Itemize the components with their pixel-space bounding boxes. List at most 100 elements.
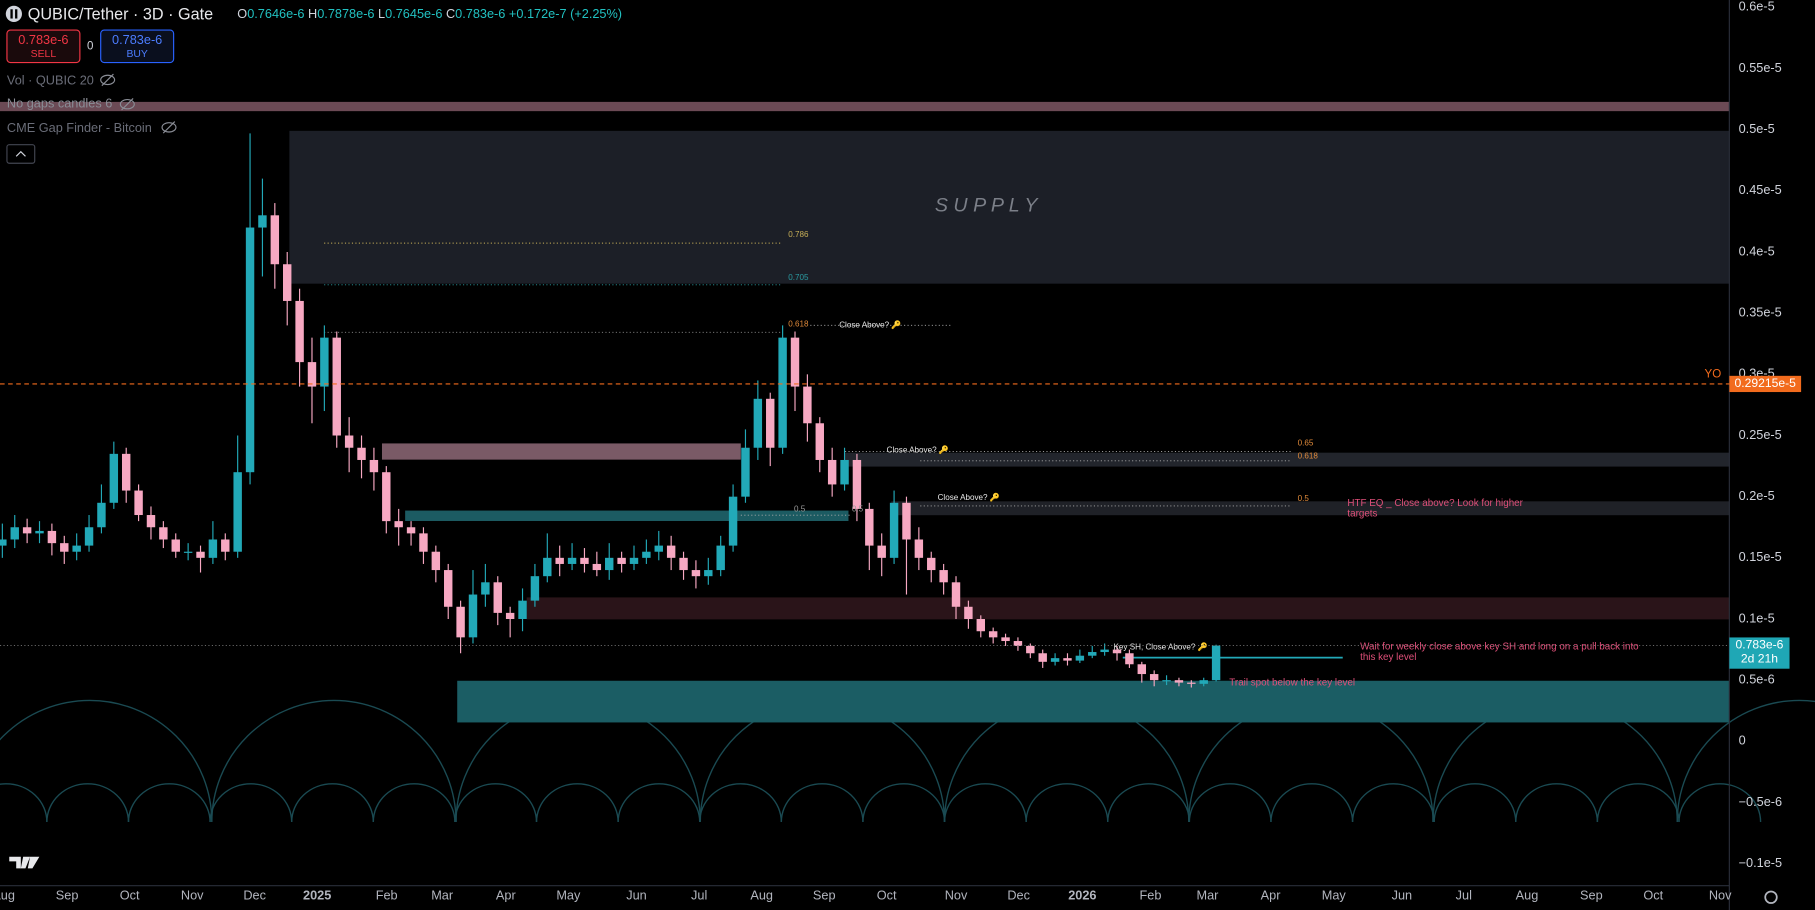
candle-body [939, 570, 948, 583]
x-tick-label: Oct [877, 887, 897, 902]
cycle-arc [372, 783, 456, 823]
y-tick-label: 0.5e-5 [1739, 121, 1775, 136]
candle-body [964, 606, 973, 620]
x-tick-label: Sep [1580, 887, 1603, 902]
x-tick-label: May [1322, 887, 1347, 902]
cycle-arc [209, 783, 293, 823]
x-tick-label: Apr [496, 887, 517, 902]
candle-body [171, 539, 180, 552]
candle-body [840, 459, 849, 485]
annotation: S U P P L Y [935, 194, 1040, 216]
candle-body [530, 576, 540, 601]
annotation: 0.786 [788, 230, 809, 239]
symbol[interactable]: QUBIC/Tether · 3D · Gate [28, 5, 213, 23]
x-tick-label: Dec [1007, 887, 1030, 902]
candle-body [1125, 653, 1134, 665]
cycle-arc [1678, 783, 1762, 823]
y-tick-label: 0.5e-6 [1739, 672, 1775, 687]
candle-body [344, 435, 354, 448]
ohlc: O0.7646e-6 H0.7878e-6 L0.7645e-6 C0.783e… [237, 6, 622, 21]
candle-body [1088, 652, 1097, 656]
y-tick-label: 0.6e-5 [1739, 0, 1775, 14]
y-tick-label: 0.2e-5 [1739, 488, 1775, 503]
candle-body [902, 502, 911, 540]
cycle-arc [46, 783, 130, 823]
candle-body [394, 521, 403, 528]
candle-body [1001, 637, 1010, 642]
candle-body [146, 515, 156, 528]
candle-body [245, 227, 255, 473]
candle-body [555, 557, 564, 564]
y-tick-label: 0 [1739, 733, 1746, 748]
x-tick-label: Aug [750, 887, 773, 902]
annotation: 0.5 [1298, 494, 1310, 503]
candle-body [208, 539, 218, 558]
buy-button[interactable] [100, 29, 175, 64]
candle-body [1013, 641, 1023, 646]
candle-body [1162, 680, 1171, 682]
y-tick-label: −0.1e-5 [1739, 855, 1782, 870]
cycle-arc [211, 699, 457, 823]
icon-part [101, 73, 114, 87]
candle-body [1211, 645, 1221, 681]
annotation: 0.5 [794, 505, 806, 514]
indicator[interactable]: No gaps candles 6 [7, 96, 112, 111]
zone [405, 510, 849, 521]
candle-body [406, 527, 416, 534]
candle-body [592, 563, 602, 571]
candle-body [97, 502, 106, 528]
cycle-arc [535, 783, 619, 823]
candle-body [0, 539, 7, 546]
collapse-button[interactable] [6, 144, 36, 164]
settings-icon[interactable] [1764, 890, 1778, 904]
cycle-arc [943, 783, 1027, 823]
y-tick-label: 0.55e-5 [1739, 60, 1782, 75]
cycle-arc [1270, 783, 1354, 823]
candle-body [183, 551, 193, 553]
level-name: YO [1705, 369, 1722, 381]
annotation: 0.618 [788, 319, 809, 328]
zone [0, 101, 1730, 112]
candle-body [35, 530, 44, 534]
change: +0.172e-7 (+2.25%) [509, 6, 622, 21]
candle-body [666, 545, 676, 558]
icon-part [162, 121, 176, 134]
candle-body [134, 490, 143, 516]
annotation: 0.5 [852, 505, 864, 514]
candle-body [10, 527, 19, 540]
annotation: Close Above? 🔑 [887, 445, 949, 456]
annotation: Key SH, Close Above? 🔑 [1114, 641, 1208, 652]
candle-body [320, 337, 329, 387]
status-icon[interactable] [5, 5, 22, 22]
cycle-arc [1351, 783, 1435, 823]
cycle-arc [1188, 783, 1272, 823]
candle-body [567, 557, 577, 564]
x-tick-label: Aug [1516, 887, 1539, 902]
candle-body [1174, 680, 1184, 683]
candle-body [233, 472, 242, 552]
icon-part [121, 98, 134, 111]
eye-icon[interactable] [100, 74, 116, 86]
x-tick-label: Jul [691, 887, 707, 902]
candle-body [444, 570, 453, 607]
x-tick-label: Oct [1643, 887, 1663, 902]
indicator[interactable]: Vol · QUBIC 20 [7, 72, 94, 87]
candle-body [431, 551, 441, 571]
candle-body [369, 459, 379, 473]
sell-button[interactable] [6, 29, 81, 64]
cycle-arc [291, 783, 374, 823]
spread: 0 [87, 40, 93, 52]
logo[interactable] [9, 856, 40, 869]
eye-icon[interactable] [161, 122, 177, 133]
candle-body [270, 215, 280, 265]
eye-icons [100, 73, 177, 134]
candle-body [1187, 682, 1196, 684]
candle-body [72, 545, 81, 552]
x-tick-label: Nov [945, 887, 968, 902]
eye-icon[interactable] [119, 98, 135, 110]
candle-body [728, 496, 738, 546]
supply-zone [289, 130, 1730, 284]
indicator[interactable]: CME Gap Finder - Bitcoin [7, 120, 152, 135]
candle-body [159, 527, 168, 540]
candle-body [741, 447, 750, 497]
